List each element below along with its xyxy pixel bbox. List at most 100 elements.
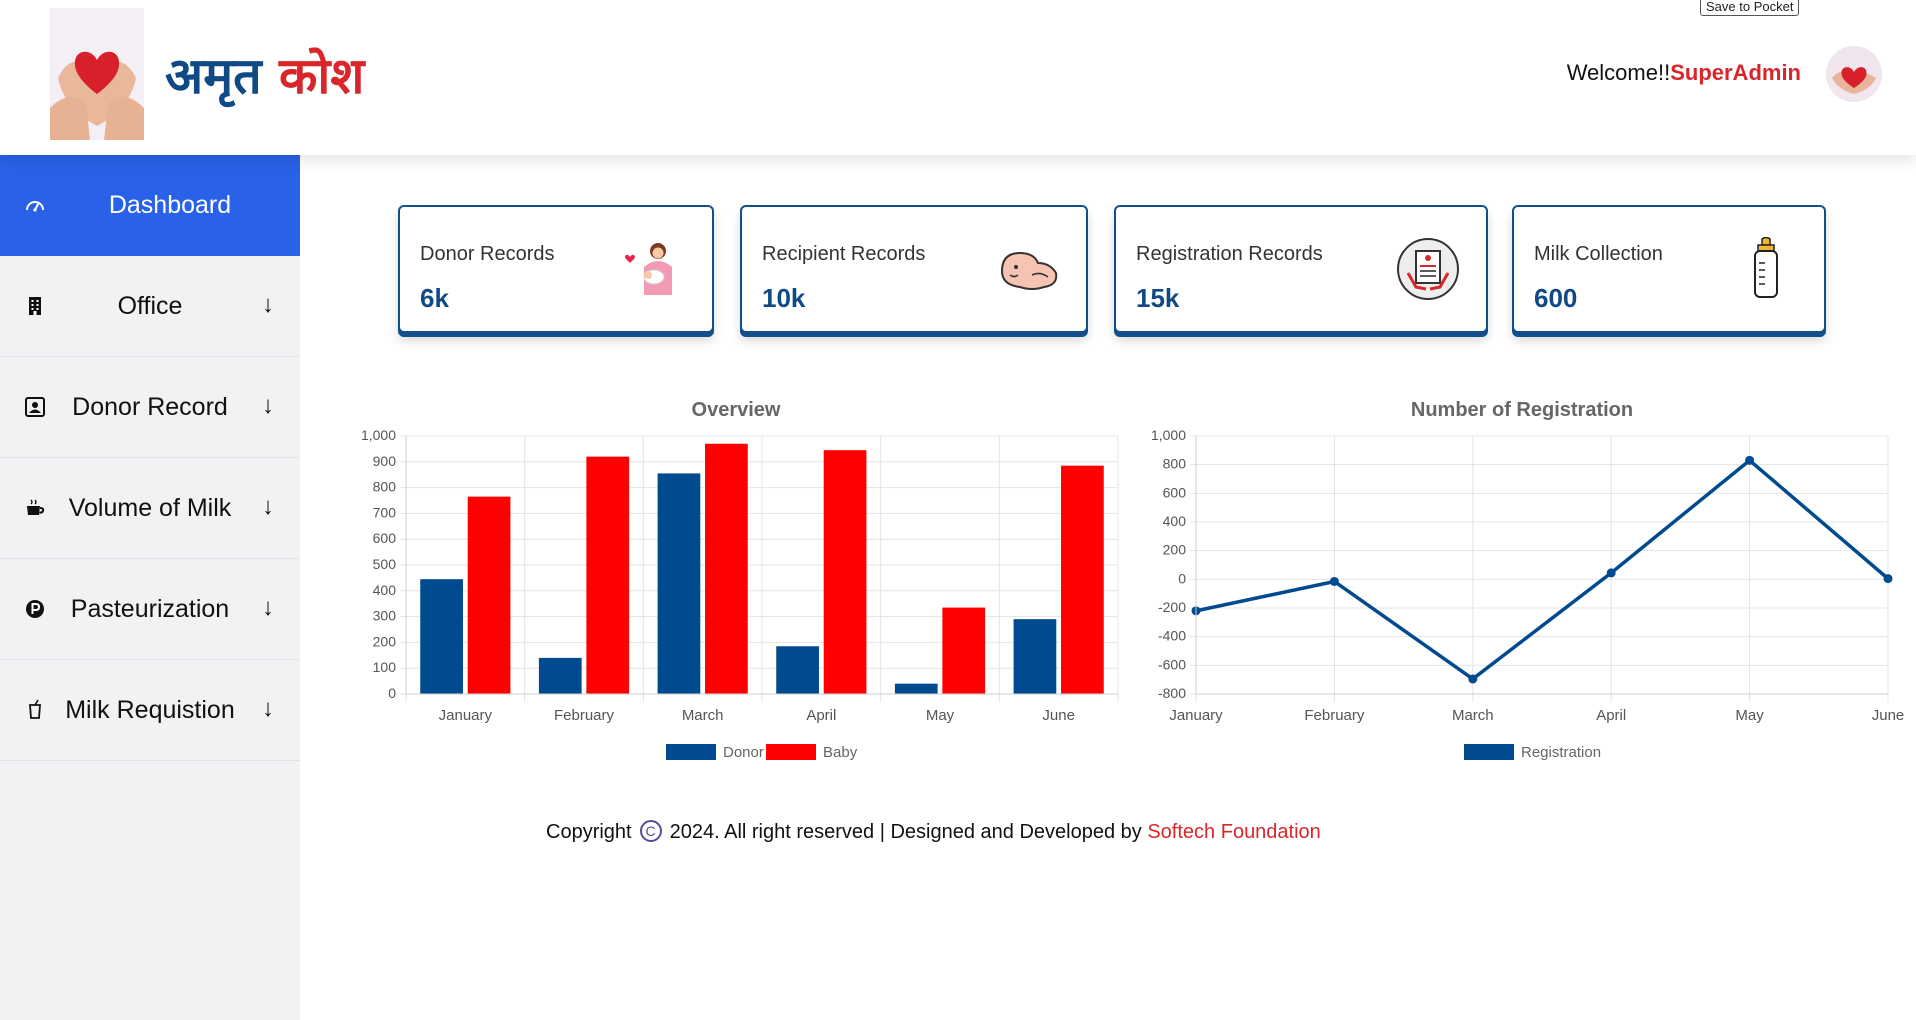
user-name: SuperAdmin: [1670, 60, 1801, 85]
data-point-february: [1329, 576, 1339, 586]
y-tick-label: 500: [373, 556, 397, 572]
x-tick-label: February: [554, 707, 615, 724]
legend-label: Baby: [823, 744, 858, 761]
x-tick-label: May: [926, 707, 955, 724]
user-avatar[interactable]: [1826, 46, 1882, 102]
y-tick-label: 1,000: [1151, 427, 1186, 443]
y-tick-label: 0: [388, 685, 396, 701]
arrow-down-icon: ↓: [262, 593, 274, 621]
registration-form-icon: [1396, 237, 1460, 301]
footer-copyright: Copyright: [546, 821, 632, 843]
logo-word-2: कोश: [279, 47, 365, 105]
bar-baby-march: [705, 443, 748, 694]
sidebar-item-milk-requisition[interactable]: Milk Requistion ↓: [0, 660, 300, 761]
glass-icon: [24, 699, 46, 721]
bar-baby-may: [942, 607, 986, 694]
card-value: 15k: [1136, 283, 1180, 313]
y-tick-label: 800: [1163, 456, 1187, 472]
sidebar: Dashboard Office ↓ Donor Record ↓ Volume…: [0, 155, 300, 1020]
app-logo-title: अमृत कोश: [165, 40, 364, 108]
card-title: Recipient Records: [762, 243, 926, 265]
registration-line-chart: Number of Registration -800 -600 -400 -200 0 2…: [1136, 388, 1908, 768]
y-tick-label: 200: [373, 633, 397, 649]
sidebar-item-label: Milk Requistion: [65, 695, 235, 724]
bar-baby-january: [467, 496, 511, 694]
sidebar-item-dashboard[interactable]: Dashboard: [0, 155, 300, 256]
bar-donor-may: [894, 683, 938, 694]
legend-swatch-baby: [766, 744, 816, 760]
x-tick-label: June: [1872, 707, 1905, 724]
welcome-prefix: Welcome!!: [1566, 60, 1671, 85]
card-recipient-records[interactable]: Recipient Records 10k: [740, 205, 1088, 333]
footer-rights: 2024. All right reserved | Designed and …: [669, 821, 1142, 843]
series-line-registration: [1195, 458, 1890, 682]
data-point-april: [1606, 568, 1616, 578]
chart-title: Number of Registration: [1411, 399, 1633, 421]
bar-donor-april: [776, 646, 819, 694]
footer: Copyright C 2024. All right reserved | Des…: [546, 820, 1321, 844]
data-point-june: [1883, 574, 1893, 584]
y-tick-label: 1,000: [361, 427, 396, 443]
save-to-pocket-button[interactable]: Save to Pocket: [1700, 0, 1800, 16]
y-tick-label: 600: [373, 530, 397, 546]
x-tick-label: January: [439, 707, 493, 724]
card-title: Donor Records: [420, 243, 555, 265]
card-value: 600: [1534, 283, 1578, 313]
card-value: 6k: [420, 283, 449, 313]
sidebar-item-label: Pasteurization: [70, 594, 230, 623]
x-tick-label: June: [1042, 707, 1075, 724]
y-tick-label: 400: [373, 582, 397, 598]
y-tick-label: 800: [373, 479, 397, 495]
card-donor-records[interactable]: Donor Records 6k: [398, 205, 714, 333]
mother-baby-icon: [622, 237, 686, 301]
data-point-march: [1468, 674, 1478, 684]
arrow-down-icon: ↓: [262, 391, 274, 419]
overview-bar-chart: Overview 0 100 200 300 400 500 600 700 800 900 1,00…: [346, 388, 1126, 768]
sidebar-item-label: Volume of Milk: [68, 493, 232, 522]
x-tick-label: May: [1735, 707, 1764, 724]
card-milk-collection[interactable]: Milk Collection 600: [1512, 205, 1826, 333]
card-value: 10k: [762, 283, 806, 313]
logo-image: [50, 8, 144, 140]
y-tick-label: 700: [373, 504, 397, 520]
speedometer-icon: [24, 195, 46, 217]
data-point-may: [1745, 455, 1755, 465]
footer-company-link[interactable]: Softech Foundation: [1147, 821, 1321, 843]
y-tick-label: -800: [1158, 685, 1186, 701]
copyright-icon: C: [639, 820, 662, 842]
x-tick-label: March: [682, 707, 724, 724]
cup-icon: [24, 497, 46, 519]
bar-donor-june: [1013, 619, 1057, 694]
y-tick-label: -400: [1158, 628, 1186, 644]
bar-donor-march: [657, 473, 701, 694]
building-icon: [24, 295, 46, 317]
bar-donor-january: [420, 579, 463, 694]
y-tick-label: 300: [373, 608, 397, 624]
bar-baby-april: [823, 450, 867, 694]
y-tick-label: 400: [1163, 513, 1187, 529]
p-circle-icon: [24, 598, 46, 620]
x-tick-label: February: [1304, 707, 1365, 724]
y-tick-label: 900: [373, 453, 397, 469]
sidebar-item-pasteurization[interactable]: Pasteurization ↓: [0, 559, 300, 660]
sidebar-item-donor-record[interactable]: Donor Record ↓: [0, 357, 300, 458]
y-tick-label: 600: [1163, 484, 1187, 500]
top-header: अमृत कोश Save to Pocket Welcome!!SuperAd…: [0, 0, 1916, 155]
sidebar-item-office[interactable]: Office ↓: [0, 256, 300, 357]
y-tick-label: -600: [1158, 656, 1186, 672]
bar-baby-february: [586, 456, 630, 694]
legend-swatch-registration: [1464, 744, 1514, 760]
x-tick-label: January: [1169, 707, 1223, 724]
legend-swatch-donor: [666, 744, 716, 760]
sidebar-item-label: Donor Record: [72, 392, 228, 421]
sidebar-item-volume-of-milk[interactable]: Volume of Milk ↓: [0, 458, 300, 559]
legend-label: Registration: [1521, 744, 1601, 761]
milk-bottle-icon: [1734, 236, 1798, 301]
y-tick-label: -200: [1158, 599, 1186, 615]
sidebar-item-label: Dashboard: [108, 191, 232, 219]
chart-title: Overview: [692, 399, 781, 421]
sidebar-item-label: Office: [117, 291, 183, 320]
x-tick-label: April: [1596, 707, 1626, 724]
arrow-down-icon: ↓: [262, 694, 274, 722]
card-registration-records[interactable]: Registration Records 15k: [1114, 205, 1488, 333]
